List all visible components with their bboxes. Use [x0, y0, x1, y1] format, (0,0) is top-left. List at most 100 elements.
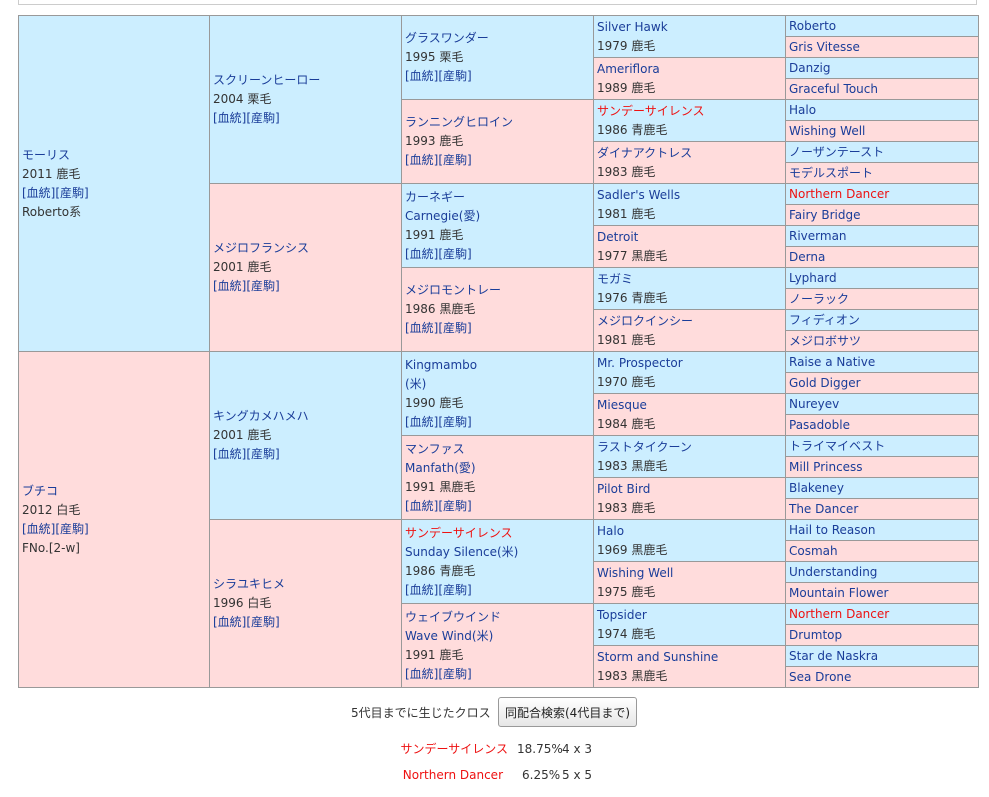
horse-name-link[interactable]: Danzig — [789, 60, 831, 75]
foal-link[interactable]: [産駒] — [246, 111, 280, 125]
horse-name-link[interactable]: Sea Drone — [789, 669, 852, 684]
horse-name-link[interactable]: Northern Dancer — [789, 606, 890, 621]
horse-name-link[interactable]: メジロモントレー — [405, 283, 502, 297]
bloodline-link[interactable]: [血統] — [405, 666, 439, 681]
horse-name-link[interactable]: Kingmambo — [405, 357, 478, 372]
horse-name-link[interactable]: Topsider — [597, 607, 647, 622]
horse-name-link[interactable]: Star de Naskra — [789, 648, 879, 663]
horse-name-link[interactable]: Derna — [789, 249, 826, 264]
horse-name-link[interactable]: Wishing Well — [597, 565, 674, 580]
horse-name-link[interactable]: Mr. Prospector — [597, 355, 683, 370]
cross-horse-link[interactable]: サンデーサイレンス — [400, 742, 508, 756]
horse-name-link[interactable]: シラユキヒメ — [213, 577, 286, 591]
horse-name-link[interactable]: Blakeney — [789, 480, 844, 495]
horse-name-link[interactable]: モデルスポート — [789, 165, 874, 180]
bloodline-link[interactable]: [血統] — [405, 153, 439, 167]
horse-name-link[interactable]: モーリス — [22, 147, 71, 162]
horse-name-link[interactable]: Cosmah — [789, 543, 838, 558]
horse-name-link[interactable]: Mountain Flower — [789, 585, 889, 600]
bloodline-link[interactable]: [血統] — [405, 321, 439, 335]
foal-link[interactable]: [産駒] — [438, 153, 472, 167]
horse-name-link[interactable]: Pasadoble — [789, 417, 850, 432]
horse-name-link[interactable]: Fairy Bridge — [789, 207, 861, 222]
horse-name-link[interactable]: ダイナアクトレス — [597, 145, 693, 160]
horse-name-link[interactable]: The Dancer — [789, 501, 859, 516]
bloodline-link[interactable]: [血統] — [22, 521, 56, 536]
horse-name-link[interactable]: サンデーサイレンス — [405, 525, 513, 540]
bloodline-link[interactable]: [血統] — [213, 615, 247, 629]
horse-name-link[interactable]: Gold Digger — [789, 375, 861, 390]
horse-name-link[interactable]: Riverman — [789, 228, 847, 243]
foal-link[interactable]: [産駒] — [246, 279, 280, 293]
horse-name-link[interactable]: Understanding — [789, 564, 878, 579]
horse-name-link[interactable]: Sadler's Wells — [597, 187, 681, 202]
bloodline-link[interactable]: [血統] — [405, 414, 439, 429]
foal-link[interactable]: [産駒] — [438, 69, 472, 83]
horse-name-link[interactable]: Hail to Reason — [789, 522, 876, 537]
bloodline-link[interactable]: [血統] — [405, 582, 439, 597]
horse-name-link[interactable]: Mill Princess — [789, 459, 863, 474]
horse-name-link[interactable]: ブチコ — [22, 483, 59, 498]
bloodline-link[interactable]: [血統] — [405, 498, 439, 513]
bloodline-link[interactable]: [血統] — [213, 111, 247, 125]
horse-name-link[interactable]: サンデーサイレンス — [597, 103, 705, 118]
foal-link[interactable]: [産駒] — [438, 414, 472, 429]
horse-name-link[interactable]: Gris Vitesse — [789, 39, 860, 54]
horse-name-link[interactable]: Halo — [789, 102, 817, 117]
bloodline-link[interactable]: [血統] — [405, 246, 439, 261]
horse-name-link[interactable]: Nureyev — [789, 396, 840, 411]
horse-name-link[interactable]: Northern Dancer — [789, 186, 890, 201]
horse-name-link[interactable]: グラスワンダー — [405, 31, 489, 45]
horse-name-link[interactable]: Detroit — [597, 229, 639, 244]
horse-name-link[interactable]: Drumtop — [789, 627, 843, 642]
horse-name-link[interactable]: メジロフランシス — [213, 241, 310, 255]
horse-name-link[interactable]: カーネギー — [405, 189, 466, 204]
cross-horse-link[interactable]: Northern Dancer — [402, 768, 503, 782]
foal-link[interactable]: [産駒] — [438, 666, 472, 681]
foal-link[interactable]: [産駒] — [55, 521, 89, 536]
horse-foreign-name[interactable]: Sunday Silence(米) — [405, 544, 519, 559]
horse-name-link[interactable]: Halo — [597, 523, 625, 538]
horse-name-link[interactable]: ラストタイクーン — [597, 439, 692, 454]
horse-foreign-name[interactable]: Wave Wind(米) — [405, 628, 494, 643]
horse-name-link[interactable]: ランニングヒロイン — [405, 115, 514, 129]
horse-name-link[interactable]: モガミ — [597, 271, 634, 286]
foal-link[interactable]: [産駒] — [438, 321, 472, 335]
horse-name-link[interactable]: トライマイベスト — [789, 438, 886, 453]
horse-name-link[interactable]: Ameriflora — [597, 61, 660, 76]
horse-foreign-name[interactable]: Carnegie(愛) — [405, 208, 481, 223]
bloodline-link[interactable]: [血統] — [405, 69, 439, 83]
horse-name-link[interactable]: Roberto — [789, 18, 837, 33]
horse-name-link[interactable]: Miesque — [597, 397, 647, 412]
foal-link[interactable]: [産駒] — [438, 246, 472, 261]
horse-name-link[interactable]: Storm and Sunshine — [597, 649, 719, 664]
horse-cell: Raise a Native — [785, 351, 979, 373]
horse-name-link[interactable]: マンファス — [405, 441, 465, 456]
horse-name-link[interactable]: Silver Hawk — [597, 19, 668, 34]
bloodline-link[interactable]: [血統] — [213, 279, 247, 293]
horse-name-link[interactable]: ウェイブウインド — [405, 609, 502, 624]
horse-name-link[interactable]: ノーラック — [789, 291, 850, 306]
horse-foreign-name[interactable]: Manfath(愛) — [405, 460, 476, 475]
foal-link[interactable]: [産駒] — [246, 615, 280, 629]
horse-name-link[interactable]: メジロボサツ — [789, 333, 862, 348]
horse-name-link[interactable]: スクリーンヒーロー — [213, 73, 321, 87]
horse-name-link[interactable]: Wishing Well — [789, 123, 866, 138]
bloodline-link[interactable]: [血統] — [22, 185, 56, 200]
horse-name-link[interactable]: Graceful Touch — [789, 81, 878, 96]
foal-link[interactable]: [産駒] — [55, 185, 89, 200]
foal-link[interactable]: [産駒] — [246, 447, 280, 461]
horse-name-link[interactable]: メジロクインシー — [597, 313, 694, 328]
horse-name-link[interactable]: フィディオン — [789, 312, 860, 327]
same-mating-search-button[interactable]: 同配合検索(4代目まで) — [498, 697, 637, 727]
horse-name-link[interactable]: Raise a Native — [789, 354, 876, 369]
bloodline-link[interactable]: [血統] — [213, 447, 247, 461]
horse-name-link[interactable]: Lyphard — [789, 270, 837, 285]
horse-name-link[interactable]: ノーザンテースト — [789, 144, 885, 159]
foal-link[interactable]: [産駒] — [438, 498, 472, 513]
horse-links: [血統][産駒] — [405, 319, 593, 338]
foal-link[interactable]: [産駒] — [438, 582, 472, 597]
horse-name-link[interactable]: キングカメハメハ — [213, 409, 309, 423]
horse-name-link[interactable]: Pilot Bird — [597, 481, 651, 496]
horse-foreign-name[interactable]: (米) — [405, 376, 427, 391]
